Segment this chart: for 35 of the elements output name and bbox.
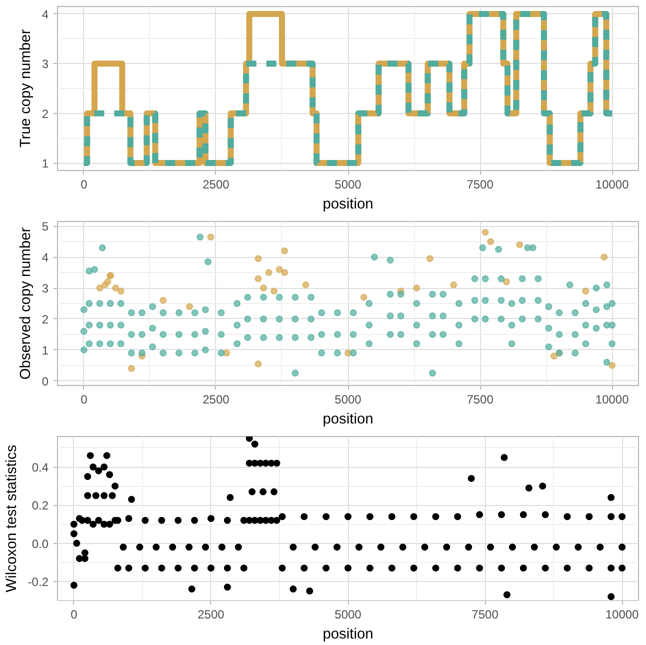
x-tick-label: 7500	[466, 392, 494, 406]
y-tick-label: -0.2	[28, 574, 49, 589]
y-tick-label: 3	[42, 282, 49, 296]
y-tick-label: 4	[42, 250, 49, 265]
x-tick-label: 10000	[595, 392, 630, 406]
x-axis-title: position	[322, 412, 374, 428]
y-axis-title: True copy number	[18, 29, 34, 148]
x-axis-title: position	[322, 626, 374, 642]
y-tick-label: 1	[42, 343, 49, 358]
y-tick-label: 5	[42, 220, 49, 234]
y-tick-label: 4	[42, 7, 49, 22]
x-tick-label: 0	[70, 608, 78, 622]
y-axis-title: Observed copy number	[18, 227, 34, 380]
y-tick-label: 2	[42, 106, 49, 121]
y-tick-label: 3	[42, 57, 49, 72]
y-tick-label: 0	[42, 374, 49, 388]
x-tick-label: 0	[80, 392, 88, 406]
y-tick-label: 0.0	[32, 536, 49, 551]
y-tick-label: 0.2	[32, 498, 49, 513]
x-tick-label: 10000	[595, 178, 630, 192]
y-tick-label: 1	[42, 156, 49, 171]
x-tick-label: 7500	[466, 178, 494, 192]
x-tick-label: 5000	[334, 608, 362, 622]
x-tick-label: 2500	[202, 178, 230, 192]
y-axis-title: Wilcoxon test statistics	[4, 444, 20, 592]
x-tick-label: 2500	[202, 392, 230, 406]
y-tick-label: 0.4	[32, 460, 49, 475]
x-tick-label: 5000	[334, 392, 362, 406]
x-tick-label: 0	[80, 178, 88, 192]
x-axis-title: position	[322, 196, 374, 212]
y-tick-label: 2	[42, 312, 49, 326]
x-tick-label: 10000	[605, 608, 640, 622]
x-tick-label: 2500	[198, 608, 225, 622]
x-tick-label: 5000	[334, 178, 362, 192]
x-tick-label: 7500	[472, 608, 499, 622]
